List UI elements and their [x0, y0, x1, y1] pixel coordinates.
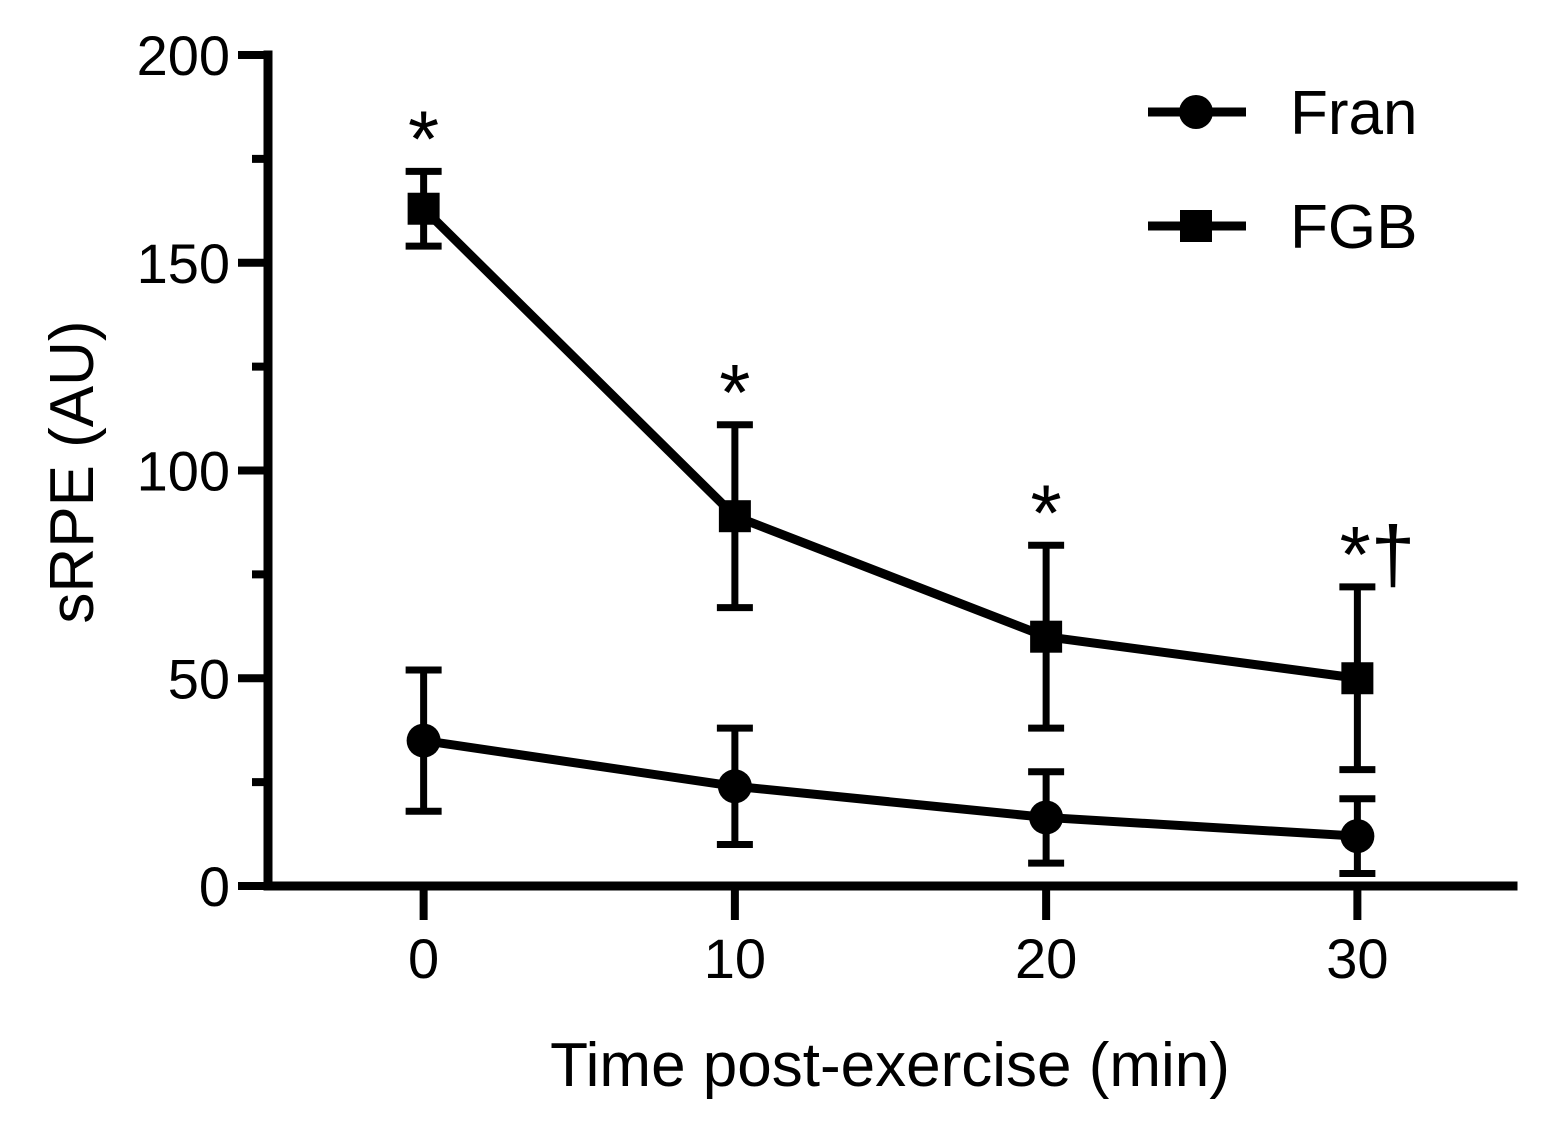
y-tick-label: 50: [168, 647, 230, 710]
x-axis-title: Time post-exercise (min): [550, 1031, 1230, 1100]
legend-fgb-label: FGB: [1290, 193, 1417, 262]
x-tick-label: 30: [1326, 927, 1388, 990]
series-fgb-line: [420, 205, 1358, 683]
y-tick-label: 150: [137, 232, 230, 295]
series-layer: [405, 167, 1376, 878]
legend-fgb-marker: [1180, 210, 1212, 242]
x-tick-label: 10: [704, 927, 766, 990]
x-tick-label: 0: [408, 927, 439, 990]
legend-fran-marker: [1179, 95, 1213, 129]
series-fgb: [405, 167, 1376, 774]
series-fran-line: [422, 736, 1358, 841]
data-point-fran: [406, 723, 441, 758]
significance-annotation: *: [1031, 468, 1062, 557]
data-point-fran: [717, 769, 752, 804]
data-point-fgb: [407, 192, 440, 225]
series-fran: [405, 666, 1376, 878]
y-tick-label: 200: [137, 24, 230, 87]
annotations-layer: * * * *†: [408, 94, 1415, 599]
legend: Fran FGB: [1148, 79, 1417, 262]
legend-fran-label: Fran: [1290, 79, 1417, 148]
y-axis-ticks: 0 50 100 150 200: [137, 24, 268, 918]
y-tick-label: 100: [137, 440, 230, 503]
x-tick-label: 20: [1015, 927, 1077, 990]
data-point-fran: [1340, 819, 1375, 854]
significance-annotation: *: [719, 348, 750, 437]
significance-annotation: *†: [1340, 510, 1416, 599]
data-point-fran: [1029, 800, 1064, 835]
x-axis-ticks: 0 10 20 30: [408, 886, 1389, 990]
data-point-fgb: [1030, 620, 1063, 653]
data-point-fgb: [1341, 662, 1374, 695]
y-axis-title: sRPE (AU): [38, 320, 107, 623]
significance-annotation: *: [408, 94, 439, 183]
y-tick-label: 0: [199, 855, 230, 918]
data-point-fgb: [718, 500, 751, 533]
